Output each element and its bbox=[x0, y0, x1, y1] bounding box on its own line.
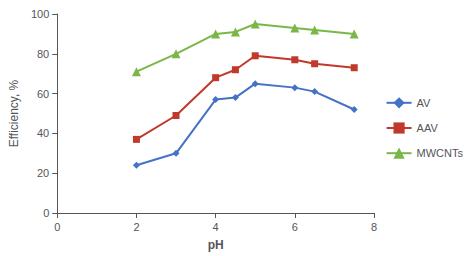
svg-text:0: 0 bbox=[54, 221, 60, 233]
svg-text:2: 2 bbox=[133, 221, 139, 233]
svg-text:100: 100 bbox=[31, 8, 49, 20]
svg-text:80: 80 bbox=[37, 48, 49, 60]
svg-text:pH: pH bbox=[208, 238, 224, 252]
svg-text:6: 6 bbox=[292, 221, 298, 233]
svg-text:8: 8 bbox=[371, 221, 377, 233]
svg-text:Efficiency, %: Efficiency, % bbox=[7, 79, 21, 147]
svg-text:4: 4 bbox=[213, 221, 219, 233]
svg-text:AV: AV bbox=[417, 97, 432, 109]
svg-text:AAV: AAV bbox=[417, 122, 439, 134]
svg-text:MWCNTs: MWCNTs bbox=[417, 147, 464, 159]
svg-text:20: 20 bbox=[37, 167, 49, 179]
svg-text:60: 60 bbox=[37, 88, 49, 100]
svg-text:0: 0 bbox=[43, 207, 49, 219]
svg-text:40: 40 bbox=[37, 127, 49, 139]
